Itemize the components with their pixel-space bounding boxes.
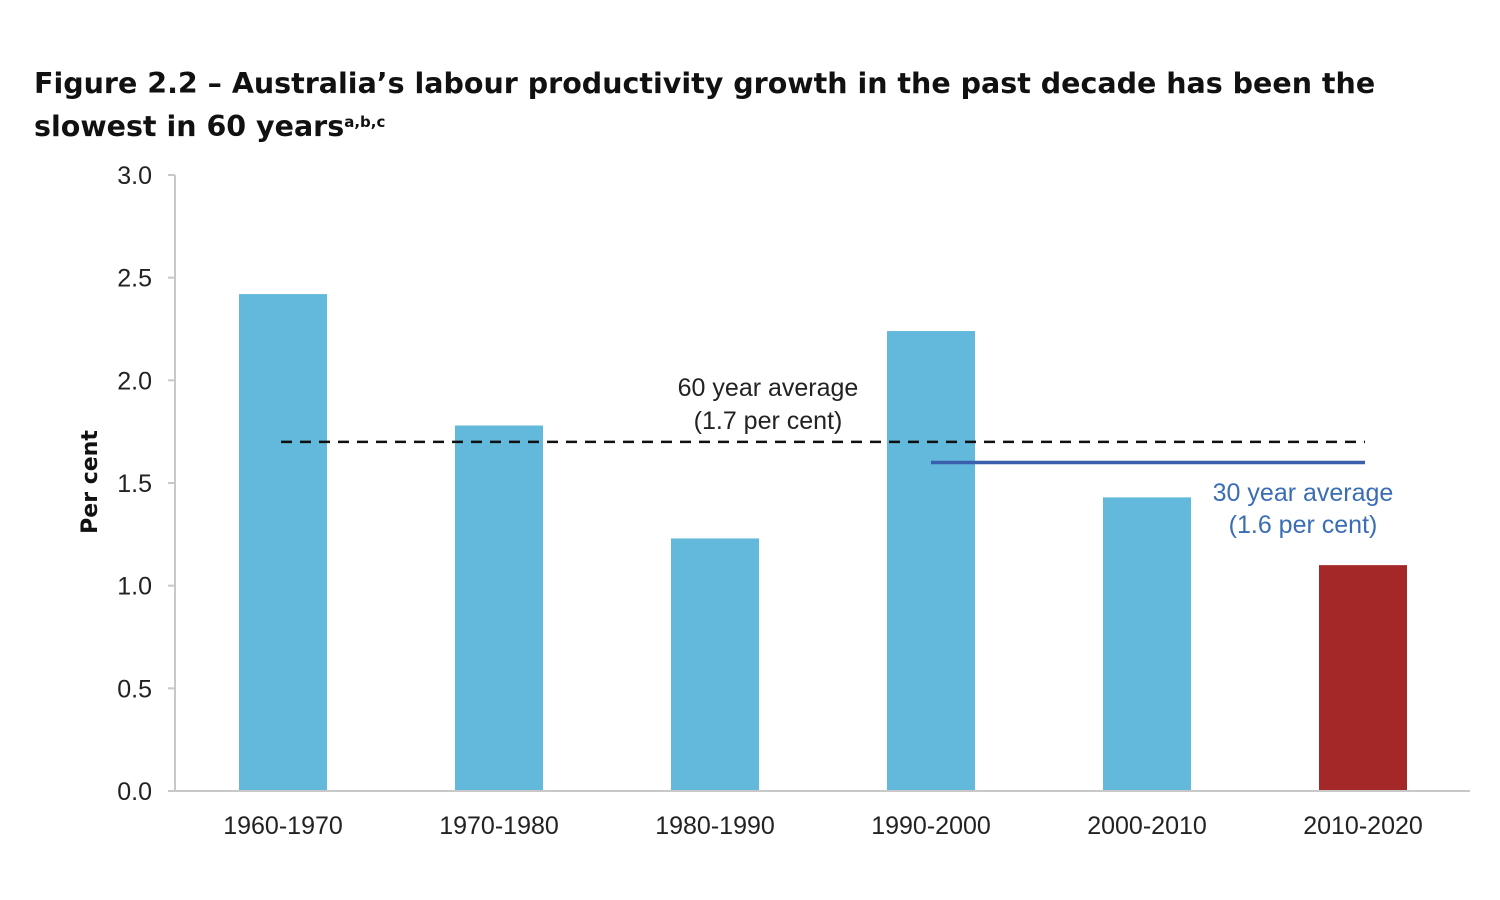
bar-1970-1980 — [455, 425, 543, 791]
x-tick-label: 2010-2020 — [1303, 812, 1423, 840]
y-tick-label: 0.5 — [117, 675, 152, 703]
x-axis: 1960-1970 1970-1980 1980-1990 1990-2000 2000… — [175, 790, 1470, 840]
x-tick-label: 1970-1980 — [439, 812, 559, 840]
x-tick-label: 1960-1970 — [223, 812, 343, 840]
y-tick-label: 3.0 — [117, 162, 152, 190]
60-year-average-label-line1: 60 year average — [678, 374, 859, 402]
60-year-average-label-line2: (1.7 per cent) — [694, 407, 843, 435]
x-tick-label: 1980-1990 — [655, 812, 775, 840]
x-tick-label: 1990-2000 — [871, 812, 991, 840]
y-axis-label: Per cent — [78, 430, 103, 534]
y-tick-label: 2.0 — [117, 367, 152, 395]
x-tick-label: 2000-2010 — [1087, 812, 1207, 840]
reference-lines: 60 year average (1.7 per cent) 30 year ave… — [281, 374, 1393, 539]
y-tick-label: 2.5 — [117, 265, 152, 293]
bar-1980-1990 — [671, 538, 759, 791]
bar-1960-1970 — [239, 294, 327, 791]
y-tick-label: 1.5 — [117, 470, 152, 498]
y-axis: 0.0 0.5 1.0 1.5 2.0 2.5 3.0 — [117, 162, 176, 806]
chart-title: Figure 2.2 – Australia’s labour producti… — [34, 62, 1454, 148]
title-footnote-marks: a,b,c — [344, 113, 386, 131]
bar-2010-2020 — [1319, 565, 1407, 791]
y-tick-label: 0.0 — [117, 778, 152, 806]
bars — [239, 294, 1407, 791]
bar-1990-2000 — [887, 331, 975, 791]
y-tick-label: 1.0 — [117, 573, 152, 601]
30-year-average-label-line1: 30 year average — [1213, 479, 1394, 507]
bar-2000-2010 — [1103, 497, 1191, 791]
30-year-average-label-line2: (1.6 per cent) — [1229, 511, 1378, 539]
chart-title-text: Figure 2.2 – Australia’s labour producti… — [34, 67, 1376, 143]
